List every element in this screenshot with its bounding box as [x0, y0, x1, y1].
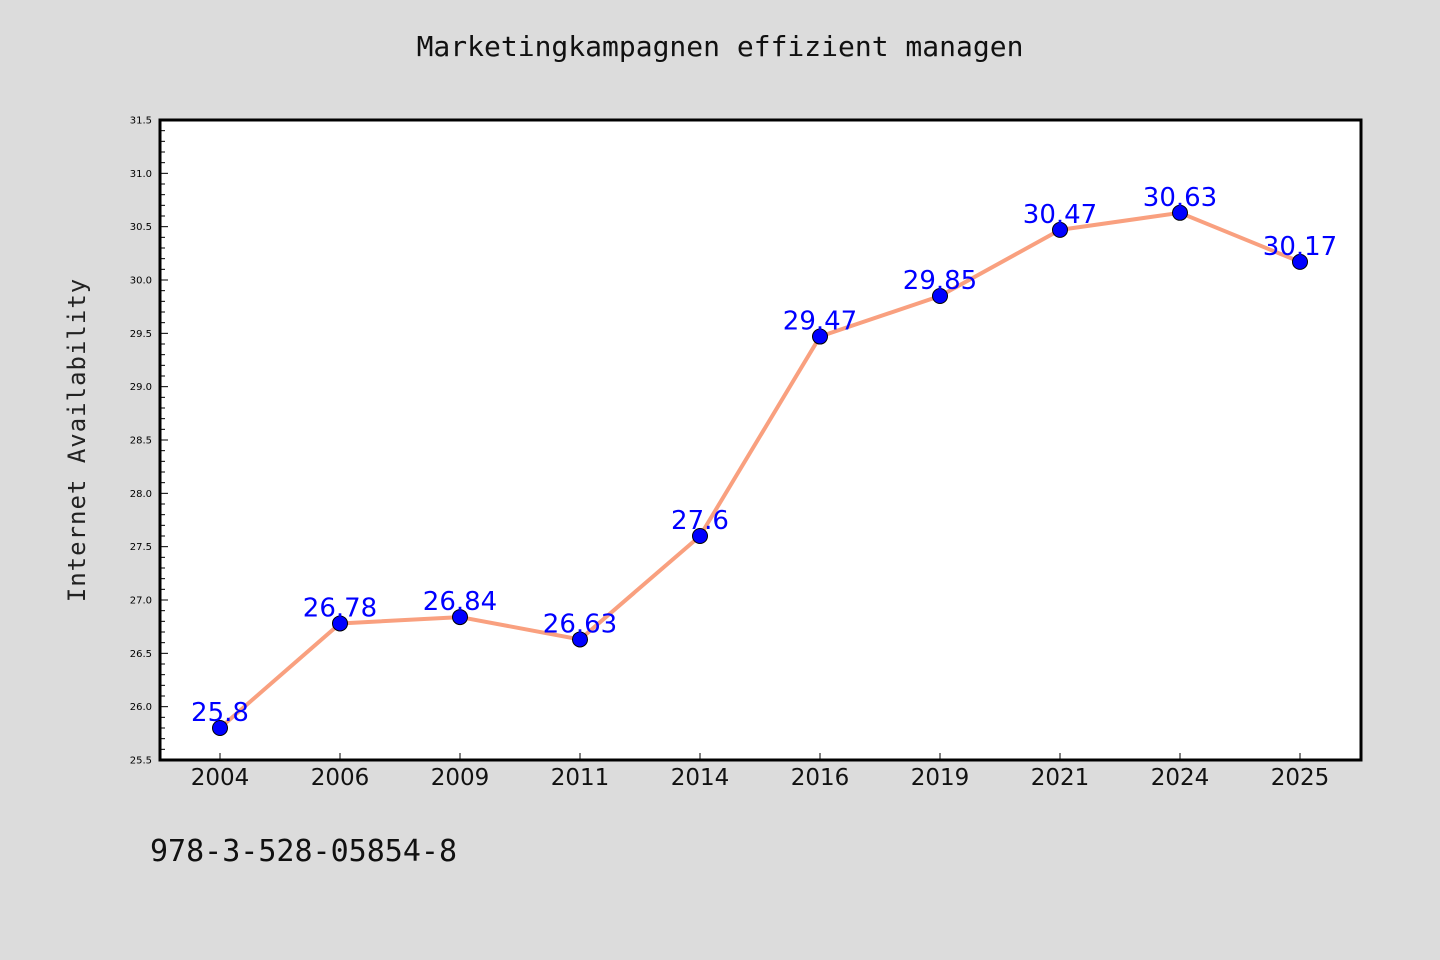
- y-tick-label: 31.0: [130, 169, 152, 180]
- x-tick-label: 2011: [551, 765, 610, 791]
- y-tick-label: 30.0: [130, 276, 152, 287]
- y-tick-label: 25.5: [130, 756, 152, 767]
- x-tick-label: 2025: [1271, 765, 1330, 791]
- data-label: 29.47: [783, 307, 857, 337]
- y-tick-label: 28.0: [130, 489, 152, 500]
- data-label: 26.78: [303, 593, 377, 623]
- x-tick-label: 2014: [671, 765, 730, 791]
- data-label: 26.63: [543, 609, 617, 639]
- x-tick-label: 2021: [1031, 765, 1090, 791]
- data-label: 30.47: [1023, 200, 1097, 230]
- chart-title: Marketingkampagnen effizient managen: [416, 30, 1024, 63]
- isbn-footnote: 978-3-528-05854-8: [150, 834, 458, 869]
- y-tick-label: 27.0: [130, 596, 152, 607]
- data-point: [812, 328, 828, 345]
- x-tick-label: 2009: [431, 765, 490, 791]
- data-point: [452, 609, 468, 626]
- y-tick-label: 26.0: [130, 702, 152, 713]
- y-tick-label: 30.5: [130, 222, 152, 233]
- data-point: [1172, 204, 1188, 221]
- y-tick-label: 31.5: [130, 116, 152, 127]
- data-point: [572, 631, 588, 648]
- data-label: 30.63: [1143, 183, 1217, 213]
- data-point: [932, 288, 948, 304]
- plot-frame: [158, 118, 1363, 762]
- data-label: 26.84: [423, 587, 497, 617]
- data-label: 27.6: [671, 506, 729, 536]
- y-tick-label: 28.5: [130, 436, 152, 447]
- data-point: [1052, 221, 1068, 238]
- data-label: 29.85: [903, 266, 977, 296]
- data-point: [212, 720, 228, 736]
- y-tick-label: 26.5: [130, 649, 152, 660]
- plot-background: [160, 120, 1361, 760]
- y-tick-label: 29.5: [130, 329, 152, 340]
- data-label: 30.17: [1263, 232, 1337, 262]
- x-tick-label: 2019: [911, 765, 970, 791]
- x-tick-label: 2016: [791, 765, 850, 791]
- series-line: [218, 210, 1302, 730]
- x-tick-label: 2004: [191, 765, 250, 791]
- data-point: [1292, 253, 1308, 270]
- x-tick-label: 2024: [1151, 765, 1210, 791]
- y-tick-label: 29.0: [130, 382, 152, 393]
- y-tick-label: 27.5: [130, 542, 152, 553]
- data-label: 25.8: [191, 698, 249, 728]
- data-point: [332, 615, 348, 632]
- x-tick-label: 2006: [311, 765, 370, 791]
- data-point: [692, 528, 708, 544]
